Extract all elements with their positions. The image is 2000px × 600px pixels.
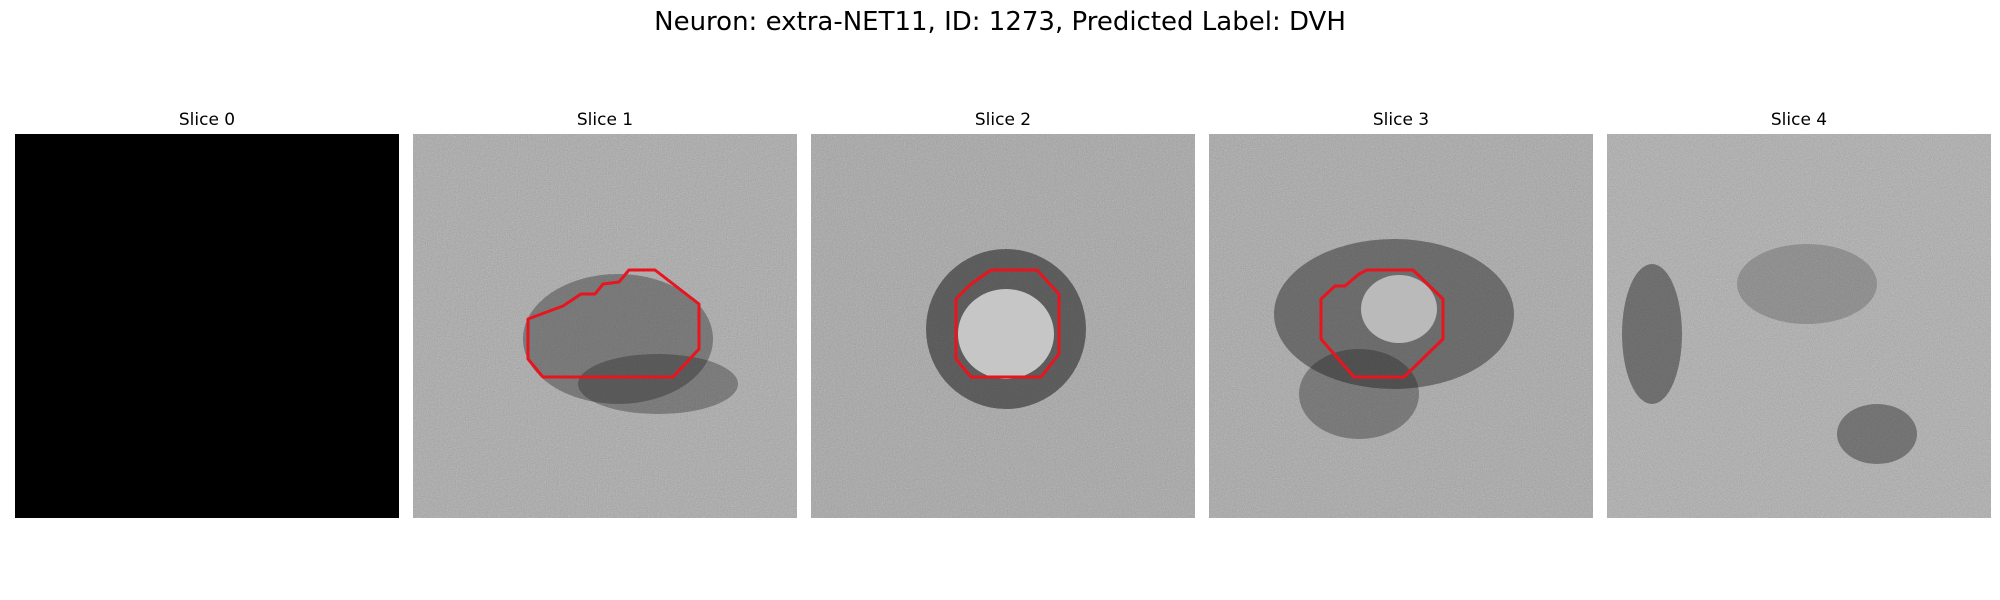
figure-title: Neuron: extra-NET11, ID: 1273, Predicted…: [654, 7, 1346, 37]
dark-region: [1837, 404, 1917, 464]
slice-1-image: [413, 134, 797, 518]
slice-4-image: [1607, 134, 1991, 518]
slice-panel-0: Slice 0: [15, 108, 399, 518]
bright-core: [958, 289, 1054, 379]
dark-region: [1737, 244, 1877, 324]
slice-panel-4: Slice 4: [1607, 108, 1991, 518]
dark-region: [1299, 349, 1419, 439]
slice-title: Slice 0: [178, 110, 236, 130]
segmentation-contour: [954, 268, 1061, 379]
slice-image: [811, 134, 1195, 518]
slice-title: Slice 4: [1770, 110, 1828, 130]
slice-image: [1209, 134, 1593, 518]
segmentation-contour: [526, 268, 701, 379]
slice-title: Slice 1: [576, 110, 634, 130]
slice-title: Slice 3: [1372, 110, 1430, 130]
black-slice-fill: [15, 134, 399, 518]
slice-2-image: [811, 134, 1195, 518]
slice-0-image: [15, 134, 399, 518]
slice-panel-3: Slice 3: [1209, 108, 1593, 518]
dark-region: [578, 354, 738, 414]
slice-image: [1607, 134, 1991, 518]
slice-panel-1: Slice 1: [413, 108, 797, 518]
bright-core: [1361, 275, 1437, 343]
slice-image: [413, 134, 797, 518]
slice-image: [15, 134, 399, 518]
slice-3-image: [1209, 134, 1593, 518]
slice-title: Slice 2: [974, 110, 1032, 130]
dark-region: [523, 274, 713, 404]
segmentation-contour: [1319, 268, 1445, 379]
dark-region: [1622, 264, 1682, 404]
slice-panel-2: Slice 2: [811, 108, 1195, 518]
